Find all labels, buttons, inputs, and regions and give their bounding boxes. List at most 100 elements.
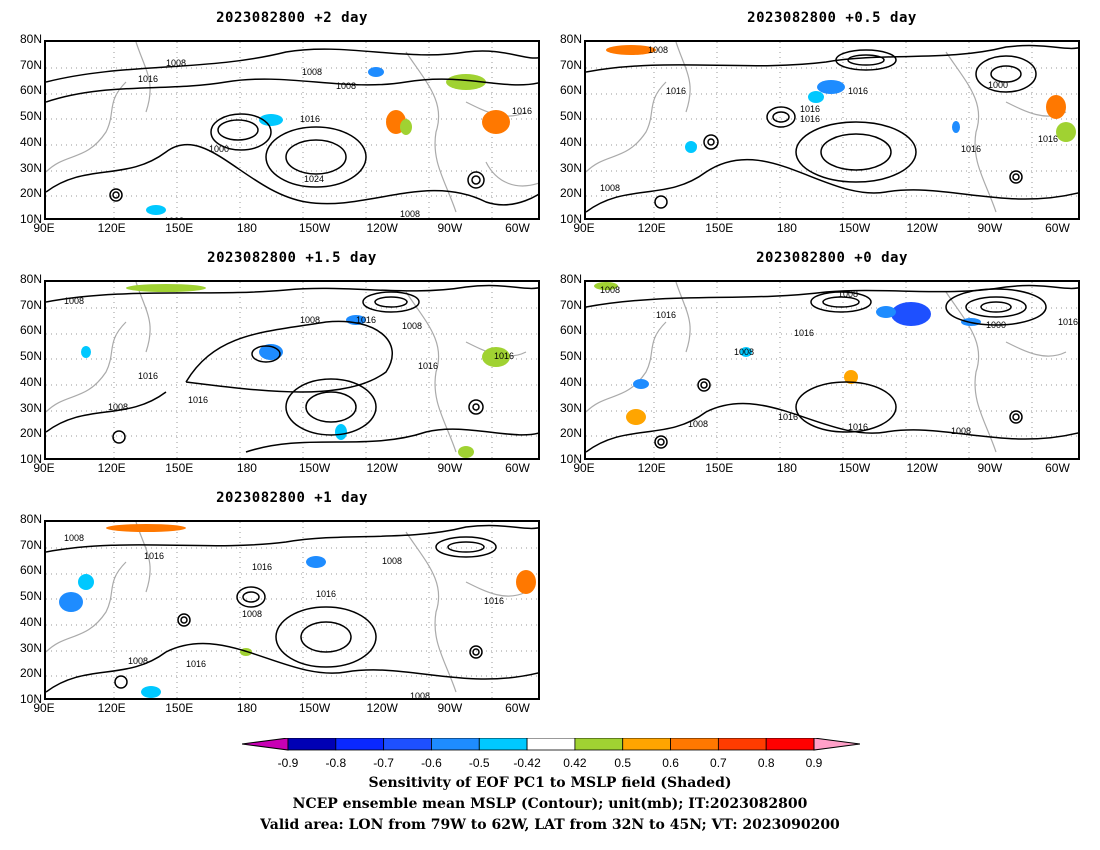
lon-tick-label: 90W [437,221,463,235]
colorbar-swatch [287,737,337,751]
lat-tick-label: 30N [559,400,582,415]
map-plot: 1008 1016 1016 1008 1016 1008 1016 1016 … [46,522,538,698]
contour-label: 1008 [128,656,148,666]
lat-tick-label: 80N [559,32,582,46]
lon-tick-label: 120E [637,221,666,235]
lat-tick-label: 10N [559,212,582,226]
lat-tick-label: 30N [19,640,42,655]
contour-labels: 1008 1016 1008 1008 1016 1016 1000 1024 … [138,58,532,218]
colorbar-tick-label: 0.8 [757,756,775,770]
contour-label: 1008 [302,67,322,77]
colorbar-swatch [622,737,671,751]
map-plot: 1008 1008 1016 1008 1016 1016 1016 1008 … [46,282,538,458]
panel-title: 2023082800 +0 day [756,250,908,266]
contour-label: 1008 [64,533,84,543]
panel-title: 2023082800 +0.5 day [747,10,917,26]
lat-tick-label: 50N [19,109,42,124]
contour-label: 1016 [961,144,981,154]
map-plot: 1008 1016 1008 1008 1016 1016 1000 1024 … [46,42,538,218]
lon-tick-label: 60W [505,701,530,715]
colorbar: -0.9 -0.8 -0.7 -0.6 -0.5 -0.42 0.42 0.5 0.6 0.7 0.… [241,737,861,770]
map-frame: 1008 1016 1016 1008 1016 1008 1016 1016 … [44,520,540,700]
contour-label: 1016 [418,361,438,371]
contour-label: 1016 [494,351,514,361]
colorbar-tick-label: 0.7 [710,756,727,770]
contour-label: 1016 [138,74,158,84]
contour-label: 1016 [1058,317,1078,327]
lon-tick-label: 90E [33,221,55,235]
contour-label: 1016 [1038,134,1058,144]
colorbar-svg [241,737,861,751]
contour-label: 1016 [800,114,820,124]
lat-tick-label: 40N [19,374,42,389]
colorbar-swatch [335,737,385,751]
panel-plus-1-5-day: 2023082800 +1.5 day [44,250,540,460]
colorbar-tick-label: -0.7 [373,756,394,770]
lat-tick-label: 30N [19,160,42,175]
lat-tick-label: 50N [19,349,42,364]
lon-tick-label: 150E [165,461,194,475]
contour-label: 1016 [512,106,532,116]
lon-tick-label: 120E [97,701,126,715]
contour-label: 1016 [252,562,272,572]
contour-label: 1008 [402,321,422,331]
lon-tick-label: 60W [1045,221,1070,235]
caption-line-3: Valid area: LON from 79W to 62W, LAT fro… [260,817,840,833]
panel-plus-2-day: 2023082800 +2 day 10 [44,10,540,220]
contour-label: 1016 [794,328,814,338]
map-frame: 1008 1016 1016 1016 1016 1000 1016 1016 … [584,40,1080,220]
contour-label: 1008 [382,556,402,566]
colorbar-tick-label: 0.6 [662,756,679,770]
lat-tick-label: 30N [19,400,42,415]
colorbar-tick-label: 0.9 [805,756,823,770]
colorbar-tick-label: 0.42 [563,756,587,770]
lon-tick-label: 180 [236,461,257,475]
lat-tick-label: 60N [19,83,42,98]
contour-label: 1008 [166,58,186,68]
panel-plus-0-5-day: 2023082800 +0.5 day [584,10,1080,220]
caption-line-2: NCEP ensemble mean MSLP (Contour); unit(… [292,796,808,812]
lat-tick-label: 80N [19,512,42,526]
lat-tick-label: 60N [559,83,582,98]
lat-tick-label: 60N [19,323,42,338]
lon-tick-label: 90E [573,461,595,475]
colorbar-swatch [717,737,767,751]
lon-tick-label: 90W [977,221,1003,235]
lon-tick-label: 180 [236,701,257,715]
lat-tick-label: 40N [559,134,582,149]
lon-tick-label: 90E [573,221,595,235]
contour-label: 1008 [64,296,84,306]
contour-label: 1016 [484,596,504,606]
panel-plus-0-day: 2023082800 +0 day [584,250,1080,460]
contour-label: 1000 [988,80,1008,90]
lat-tick-label: 60N [19,563,42,578]
lat-tick-label: 70N [559,297,582,312]
contour-label: 1008 [600,183,620,193]
lat-tick-label: 20N [19,666,42,681]
colorbar-swatch [526,737,576,751]
map-plot: 1008 1016 1008 1008 1016 1000 1016 1016 … [586,282,1078,458]
colorbar-high-triangle [813,737,861,751]
contour-label: 1016 [848,86,868,96]
contour-label: 1016 [138,371,158,381]
lat-tick-label: 70N [19,57,42,72]
lon-tick-label: 120E [97,221,126,235]
lon-tick-label: 90E [33,461,55,475]
lon-tick-label: 150E [705,221,734,235]
colorbar-tick-label: -0.42 [513,756,541,770]
contour-label: 1016 [144,551,164,561]
lon-tick-label: 120E [637,461,666,475]
contour-label: 1008 [242,609,262,619]
colorbar-tick-label: 0.5 [614,756,632,770]
lat-tick-label: 10N [19,212,42,226]
lat-tick-label: 10N [559,452,582,466]
lon-tick-label: 90W [437,461,463,475]
lat-tick-label: 70N [19,537,42,552]
contour-label: 1000 [986,320,1006,330]
colorbar-swatch [478,737,528,751]
lon-tick-label: 90W [977,461,1003,475]
contour-label: 1008 [734,347,754,357]
contour-label: 1008 [951,426,971,436]
contour-label: 1008 [648,45,668,55]
map-frame: 1008 1016 1008 1008 1016 1016 1000 1024 … [44,40,540,220]
